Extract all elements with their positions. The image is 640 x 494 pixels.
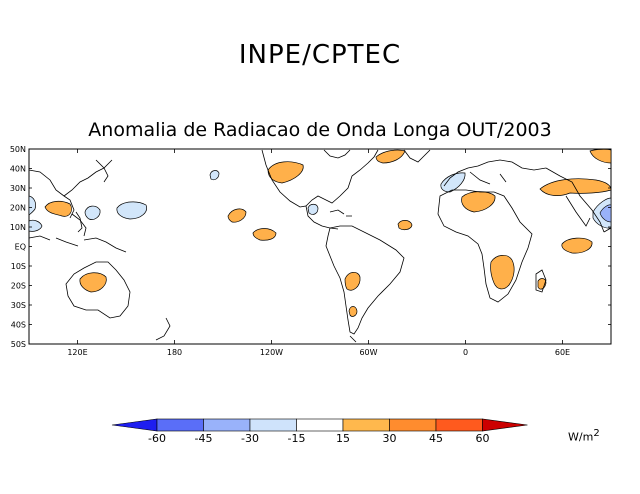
negative-anomaly bbox=[307, 203, 319, 215]
colorbar-segment bbox=[249, 418, 297, 432]
negative-anomaly bbox=[116, 201, 147, 220]
units-label: W/m2 bbox=[568, 428, 600, 444]
coastline-europe bbox=[443, 159, 547, 187]
coastline-tierra-del-fuego bbox=[349, 335, 357, 343]
coastline-africa bbox=[437, 189, 533, 303]
lat-tick-label: 40N bbox=[10, 165, 26, 174]
positive-anomaly bbox=[375, 149, 406, 164]
lat-tick-label: 40S bbox=[11, 321, 26, 330]
colorbar-min-arrow bbox=[111, 418, 158, 432]
lat-tick-label: 10S bbox=[11, 262, 26, 271]
organization-title: INPE/CPTEC bbox=[238, 40, 402, 70]
coastline-australia bbox=[65, 261, 131, 319]
lon-tick-label: 0 bbox=[463, 348, 468, 357]
negative-anomaly bbox=[84, 205, 101, 220]
positive-anomaly bbox=[227, 208, 247, 223]
colorbar-label: 60 bbox=[476, 432, 490, 445]
colorbar-segment bbox=[435, 418, 483, 432]
longitude-axis: 120E 180 120W 60W 0 60E bbox=[67, 149, 570, 357]
lat-tick-label: 50N bbox=[10, 145, 26, 154]
coastlines bbox=[28, 149, 612, 343]
lon-tick-label: 120W bbox=[260, 348, 283, 357]
coastline-greenland bbox=[403, 149, 431, 163]
colorbar-label: 45 bbox=[429, 432, 443, 445]
lat-tick-label: 20S bbox=[11, 282, 26, 291]
lon-tick-label: 60E bbox=[555, 348, 570, 357]
positive-anomaly bbox=[397, 220, 413, 231]
positive-anomaly bbox=[44, 200, 72, 217]
lon-tick-label: 180 bbox=[167, 348, 182, 357]
coastline-indonesia bbox=[28, 235, 127, 253]
colorbar-segment bbox=[296, 418, 344, 432]
latitude-axis: 50N 40N 30N 20N 10N EQ 10S 20S 30S 40S 50S bbox=[10, 145, 611, 349]
lat-tick-label: 30N bbox=[10, 184, 26, 193]
negative-anomaly bbox=[440, 172, 466, 193]
map-title: Anomalia de Radiacao de Onda Longa OUT/2… bbox=[88, 119, 552, 141]
negative-anomaly bbox=[28, 219, 43, 232]
colorbar-label: 30 bbox=[383, 432, 397, 445]
lat-tick-label: 50S bbox=[11, 340, 26, 349]
positive-anomaly bbox=[252, 228, 277, 241]
colorbar-label: -60 bbox=[148, 432, 166, 445]
units-exponent: 2 bbox=[593, 428, 600, 439]
negative-anomaly bbox=[209, 170, 220, 181]
colorbar-segment bbox=[342, 418, 390, 432]
coastline-caribbean bbox=[329, 209, 352, 217]
negative-anomaly bbox=[599, 204, 612, 223]
positive-anomaly bbox=[539, 178, 612, 196]
colorbar-segment bbox=[203, 418, 251, 432]
coastline-north-america bbox=[261, 149, 379, 230]
positive-anomaly bbox=[589, 148, 612, 164]
coastline-hudson bbox=[323, 149, 351, 159]
colorbar: -60 -45 -30 -15 15 30 45 60 bbox=[111, 418, 528, 445]
coastline-madagascar bbox=[535, 269, 547, 293]
colorbar-label: -45 bbox=[195, 432, 213, 445]
negative-anomaly bbox=[28, 195, 36, 216]
positive-anomaly bbox=[561, 237, 593, 254]
coastline-south-america bbox=[325, 225, 405, 335]
colorbar-label: -15 bbox=[288, 432, 306, 445]
lon-tick-label: 60W bbox=[359, 348, 377, 357]
units-base: W/m bbox=[568, 430, 594, 444]
positive-anomaly bbox=[79, 272, 107, 293]
colorbar-segment bbox=[389, 418, 437, 432]
coastline-new-zealand bbox=[155, 317, 171, 341]
map-frame bbox=[28, 148, 612, 345]
coastline-asia bbox=[545, 167, 612, 233]
coastline-japan bbox=[95, 159, 109, 183]
lat-tick-label: 30S bbox=[11, 301, 26, 310]
colorbar-label: 15 bbox=[336, 432, 350, 445]
colorbar-segment bbox=[156, 418, 204, 432]
lon-tick-label: 120E bbox=[67, 348, 87, 357]
positive-anomaly bbox=[344, 272, 361, 291]
positive-anomaly bbox=[490, 255, 515, 290]
coastline-philippines bbox=[75, 211, 83, 233]
colorbar-max-arrow bbox=[482, 418, 528, 432]
colorbar-label: -30 bbox=[241, 432, 259, 445]
positive-anomaly bbox=[348, 306, 358, 317]
lat-tick-label: 10N bbox=[10, 223, 26, 232]
anomaly-layer bbox=[28, 148, 612, 317]
lat-tick-label: EQ bbox=[15, 243, 26, 252]
lat-tick-label: 20N bbox=[10, 204, 26, 213]
